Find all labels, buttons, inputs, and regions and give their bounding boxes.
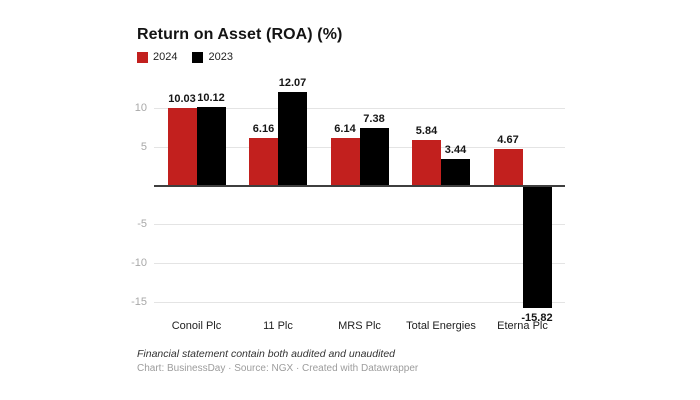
legend-item-2023: 2023: [192, 51, 233, 63]
x-axis-label-11-plc: 11 Plc: [263, 320, 293, 332]
bar-2023-11-plc: [278, 91, 307, 186]
gridline--10: [154, 263, 565, 264]
legend-item-2024: 2024: [137, 51, 177, 63]
legend-swatch-2023: [192, 51, 204, 63]
value-label-2023-conoil-plc: 10.12: [197, 92, 225, 105]
gridline--15: [154, 301, 565, 303]
chart-note: Financial statement contain both audited…: [137, 348, 396, 360]
y-tick-label-10: 10: [134, 102, 147, 114]
legend-label: 2023: [208, 51, 233, 63]
bar-2024-conoil-plc: [167, 107, 197, 186]
value-label-2023-11-plc: 12.07: [278, 76, 307, 89]
bar-2023-mrs-plc: [359, 128, 389, 186]
legend-swatch-2024: [137, 51, 148, 63]
value-label-2024-total-energies: 5.84: [415, 125, 438, 138]
bar-2024-mrs-plc: [330, 137, 360, 186]
value-label-2023-mrs-plc: 7.38: [363, 113, 385, 126]
y-tick-label-5: 5: [140, 140, 147, 153]
value-label-2024-eterna-plc: 4.67: [497, 134, 519, 147]
bar-2023-total-energies: [441, 158, 470, 186]
chart-credits: Chart: BusinessDay · Source: NGX · Creat…: [137, 363, 419, 374]
y-tick-label--15: -15: [131, 295, 147, 308]
x-axis-label-eterna-plc: Eterna Plc: [497, 320, 548, 332]
gridline--5: [154, 224, 565, 226]
legend-label: 2024: [153, 51, 178, 63]
zero-baseline: [154, 184, 565, 187]
y-tick-label--5: -5: [137, 218, 147, 231]
bar-2024-11-plc: [249, 137, 278, 186]
value-label-2024-mrs-plc: 6.14: [334, 122, 356, 135]
x-axis-label-conoil-plc: Conoil Plc: [171, 320, 222, 332]
value-label-2023-eterna-plc: -15.82: [521, 312, 553, 325]
gridline-10: [154, 108, 565, 109]
bar-2023-eterna-plc: [522, 185, 552, 309]
value-label-2024-11-plc: 6.16: [252, 122, 275, 135]
bar-2024-eterna-plc: [493, 149, 523, 186]
x-axis-label-mrs-plc: MRS Plc: [338, 320, 381, 332]
value-label-2023-total-energies: 3.44: [444, 143, 467, 156]
y-tick-label--10: -10: [131, 257, 147, 269]
plot-area: 10 5 -5 -10 -15 10.03 10.12 6.16 12.07 6.14 7.38 5.…: [131, 77, 565, 324]
chart-title: Return on Asset (ROA) (%): [137, 26, 343, 43]
bar-2023-conoil-plc: [196, 107, 226, 186]
legend: 2024 2023: [137, 51, 233, 63]
value-label-2024-conoil-plc: 10.03: [168, 92, 196, 105]
bar-2024-total-energies: [412, 140, 441, 186]
x-axis-label-total-energies: Total Energies: [406, 320, 476, 332]
